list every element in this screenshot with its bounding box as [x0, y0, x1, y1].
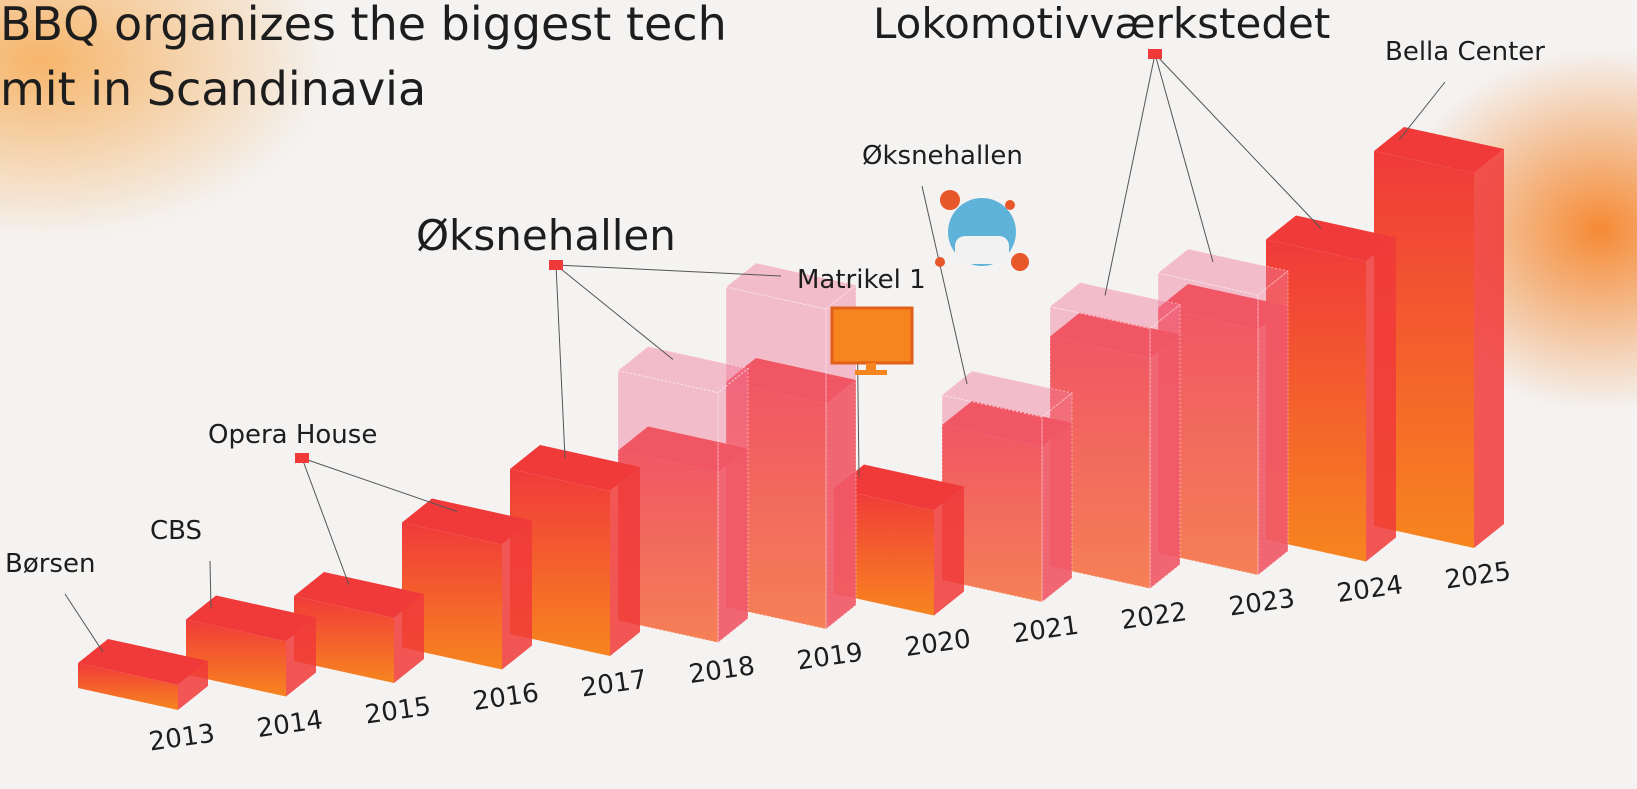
x-tick-label: 2020 — [903, 624, 973, 663]
leader-line — [556, 265, 565, 458]
venue-label: CBS — [150, 516, 202, 546]
x-tick-label: 2017 — [579, 665, 649, 704]
virus-icon — [940, 190, 960, 210]
outline-bar-side — [1042, 393, 1072, 602]
monitor-stand — [866, 363, 876, 371]
bar-side — [502, 521, 532, 670]
venue-label: Bella Center — [1385, 37, 1545, 67]
leader-line — [1155, 54, 1321, 229]
virus-icon — [1005, 200, 1015, 210]
mask-icon — [955, 236, 1009, 264]
x-tick-label: 2018 — [687, 651, 757, 690]
leader-line — [1105, 54, 1155, 296]
monitor-icon — [832, 308, 912, 363]
leader-line — [302, 458, 349, 585]
venue-label: Øksnehallen — [862, 141, 1023, 171]
leader-line — [556, 265, 673, 360]
venue-label: Opera House — [208, 420, 377, 450]
x-tick-label: 2025 — [1443, 557, 1513, 596]
x-tick-label: 2016 — [471, 678, 541, 717]
marker — [549, 260, 563, 270]
x-tick-label: 2021 — [1011, 611, 1081, 650]
leader-line — [65, 594, 103, 652]
virus-icon — [1011, 253, 1029, 271]
venue-label: Matrikel 1 — [797, 265, 926, 295]
venue-label: Øksnehallen — [416, 211, 676, 260]
venue-label: Børsen — [5, 549, 95, 579]
outline-bar-side — [1150, 305, 1180, 589]
x-tick-label: 2015 — [363, 692, 433, 731]
marker — [1148, 49, 1162, 59]
x-tick-label: 2024 — [1335, 570, 1405, 609]
outline-bar-side — [718, 369, 748, 643]
bar-side — [1474, 149, 1504, 548]
x-tick-label: 2014 — [255, 705, 325, 744]
chart: BBQ organizes the biggest tech mit in Sc… — [0, 0, 1637, 789]
x-tick-label: 2022 — [1119, 597, 1189, 636]
monitor-base — [855, 370, 887, 375]
leader-line — [302, 458, 457, 512]
bar-side — [610, 467, 640, 656]
outline-bar-side — [1258, 271, 1288, 575]
venue-label: Lokomotivværkstedet — [873, 0, 1330, 48]
title-line: BBQ organizes the biggest tech — [0, 0, 727, 51]
virus-icon — [935, 257, 945, 267]
title-line: mit in Scandinavia — [0, 62, 426, 116]
bar-side — [1366, 238, 1396, 562]
page: BBQ organizes the biggest tech mit in Sc… — [0, 0, 1637, 789]
x-tick-label: 2013 — [147, 719, 217, 758]
marker — [295, 453, 309, 463]
x-tick-label: 2019 — [795, 638, 865, 677]
x-tick-label: 2023 — [1227, 584, 1297, 623]
